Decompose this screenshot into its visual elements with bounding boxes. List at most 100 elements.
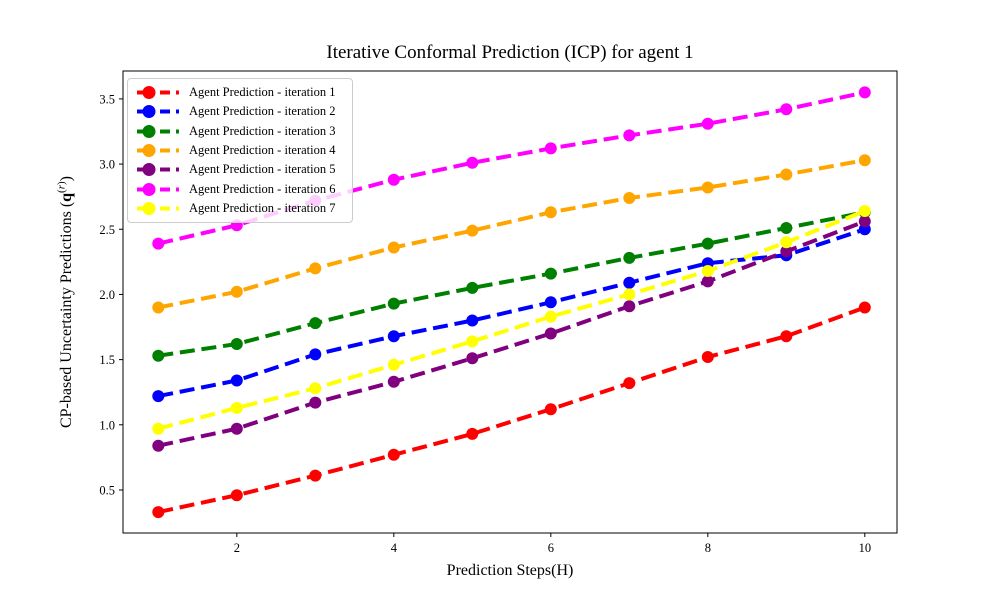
series-marker-iteration-4 xyxy=(780,168,793,181)
series-marker-iteration-5 xyxy=(701,275,714,288)
series-marker-iteration-5 xyxy=(858,215,871,228)
series-line-iteration-7 xyxy=(157,209,866,431)
y-axis-label: CP-based Uncertainty Predictions (q(r)) xyxy=(56,176,76,428)
series-marker-iteration-1 xyxy=(387,448,400,461)
series-marker-iteration-3 xyxy=(309,317,322,330)
x-axis-tick-label: 2 xyxy=(234,541,240,555)
legend-label: Agent Prediction - iteration 7 xyxy=(189,200,336,215)
x-axis-label: Prediction Steps(H) xyxy=(446,562,574,579)
series-marker-iteration-7 xyxy=(152,422,165,435)
series-marker-iteration-1 xyxy=(544,403,557,416)
series-marker-iteration-2 xyxy=(152,390,165,403)
legend-key-icon xyxy=(137,143,179,157)
series-marker-iteration-6 xyxy=(387,173,400,186)
x-axis-tick-label: 10 xyxy=(859,541,872,555)
series-marker-iteration-1 xyxy=(623,377,636,390)
series-marker-iteration-7 xyxy=(387,358,400,371)
legend-item-iteration-5: Agent Prediction - iteration 5 xyxy=(136,161,344,179)
series-marker-iteration-5 xyxy=(152,439,165,452)
series-marker-iteration-7 xyxy=(623,288,636,301)
series-marker-iteration-2 xyxy=(387,330,400,343)
y-axis-tick-label: 2.0 xyxy=(99,288,115,302)
series-marker-iteration-5 xyxy=(309,396,322,409)
legend-key-marker xyxy=(142,201,156,215)
series-marker-iteration-3 xyxy=(544,267,557,280)
series-marker-iteration-5 xyxy=(780,245,793,258)
series-marker-iteration-6 xyxy=(858,86,871,99)
legend-label: Agent Prediction - iteration 4 xyxy=(189,142,336,157)
legend-key-icon xyxy=(137,201,179,215)
series-marker-iteration-1 xyxy=(230,489,243,502)
series-marker-iteration-3 xyxy=(780,222,793,234)
series-marker-iteration-2 xyxy=(309,348,322,361)
series-marker-iteration-5 xyxy=(544,327,557,340)
legend-key-icon xyxy=(137,86,179,100)
series-marker-iteration-7 xyxy=(544,310,557,323)
legend-key-marker xyxy=(142,124,156,138)
y-axis-tick-label: 1.0 xyxy=(99,418,115,432)
series-marker-iteration-4 xyxy=(466,224,479,237)
axes-spines xyxy=(122,70,898,534)
legend-key-icon xyxy=(137,163,179,177)
series-line-iteration-1 xyxy=(157,305,866,515)
series-line-iteration-5 xyxy=(157,219,866,448)
series-marker-iteration-4 xyxy=(230,285,243,298)
series-marker-iteration-6 xyxy=(544,142,557,155)
series-marker-iteration-3 xyxy=(230,338,243,350)
series-marker-iteration-6 xyxy=(623,129,636,142)
series-marker-iteration-7 xyxy=(780,236,793,249)
series-marker-iteration-5 xyxy=(230,422,243,435)
x-axis-tick-label: 4 xyxy=(391,541,398,555)
series-marker-iteration-3 xyxy=(152,349,165,362)
x-axis-tick-label: 6 xyxy=(548,541,554,555)
series-marker-iteration-4 xyxy=(309,262,322,275)
series-marker-iteration-1 xyxy=(152,506,165,519)
legend: Agent Prediction - iteration 1 Agent Pred… xyxy=(127,78,353,223)
series-marker-iteration-1 xyxy=(309,469,322,482)
series-marker-iteration-4 xyxy=(544,206,557,219)
series-marker-iteration-2 xyxy=(623,276,636,289)
y-axis-label-text: CP-based Uncertainty Predictions (q(r)) xyxy=(55,175,76,429)
chart-title: Iterative Conformal Prediction (ICP) for… xyxy=(326,42,694,63)
series-marker-iteration-5 xyxy=(387,375,400,388)
series-marker-iteration-4 xyxy=(152,301,165,314)
legend-label: Agent Prediction - iteration 3 xyxy=(189,123,336,138)
series-marker-iteration-2 xyxy=(544,296,557,309)
legend-item-iteration-2: Agent Prediction - iteration 2 xyxy=(136,103,344,121)
series-marker-iteration-4 xyxy=(387,241,400,254)
legend-item-iteration-4: Agent Prediction - iteration 4 xyxy=(136,141,344,159)
series-marker-iteration-3 xyxy=(701,237,714,250)
legend-key-marker xyxy=(142,163,156,177)
legend-label: Agent Prediction - iteration 6 xyxy=(189,181,336,196)
series-marker-iteration-1 xyxy=(780,330,793,343)
series-marker-iteration-3 xyxy=(623,251,636,264)
series-marker-iteration-6 xyxy=(780,103,793,116)
series-line-iteration-2 xyxy=(157,227,866,399)
series-marker-iteration-4 xyxy=(623,192,636,204)
series-marker-iteration-3 xyxy=(387,297,400,310)
series-marker-iteration-4 xyxy=(701,181,714,194)
legend-item-iteration-7: Agent Prediction - iteration 7 xyxy=(136,199,344,217)
legend-key-marker xyxy=(142,86,156,100)
legend-key-marker xyxy=(142,105,156,119)
y-axis-tick-label: 3.5 xyxy=(99,92,115,106)
y-axis-tick-label: 2.5 xyxy=(99,223,115,237)
series-marker-iteration-6 xyxy=(152,237,165,250)
series-marker-iteration-7 xyxy=(309,382,322,395)
legend-key-icon xyxy=(137,105,179,119)
y-axis-tick-label: 0.5 xyxy=(99,483,115,497)
series-marker-iteration-3 xyxy=(466,281,479,294)
y-axis-tick-label: 1.5 xyxy=(99,353,115,367)
legend-label: Agent Prediction - iteration 1 xyxy=(189,85,336,100)
legend-key-icon xyxy=(137,124,179,138)
series-marker-iteration-6 xyxy=(466,156,479,169)
series-line-iteration-3 xyxy=(158,210,866,358)
series-line-iteration-4 xyxy=(157,158,866,310)
legend-key-marker xyxy=(142,143,156,157)
series-marker-iteration-2 xyxy=(466,314,479,327)
legend-key-icon xyxy=(137,182,179,196)
series-marker-iteration-5 xyxy=(623,300,636,313)
legend-key-marker xyxy=(142,182,156,196)
legend-item-iteration-3: Agent Prediction - iteration 3 xyxy=(136,122,344,140)
